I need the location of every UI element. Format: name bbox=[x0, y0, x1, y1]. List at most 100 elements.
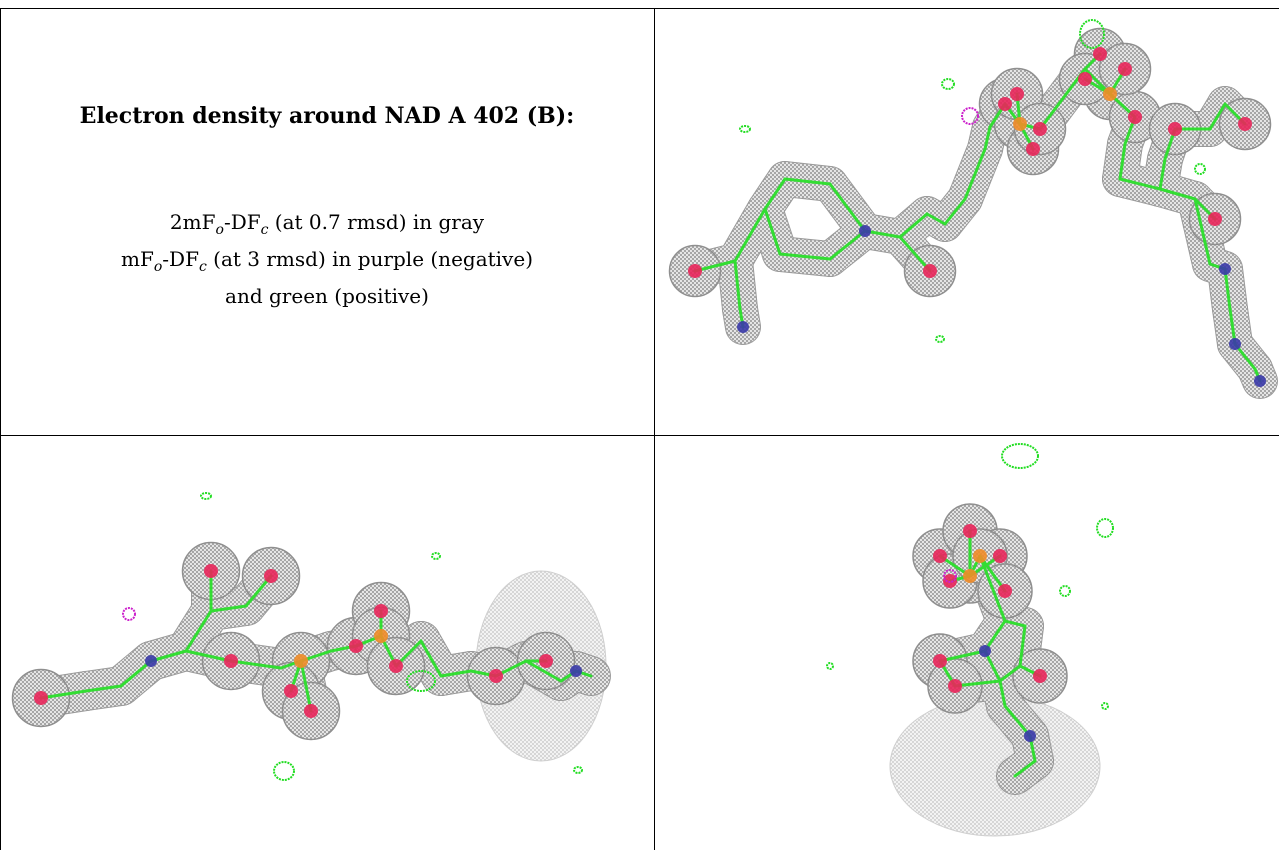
caption-cell: Electron density around NAD A 402 (B): 2… bbox=[0, 8, 654, 435]
oxygen-atom bbox=[998, 97, 1012, 111]
carbon-bond bbox=[963, 147, 987, 201]
positive-difference-density bbox=[200, 492, 212, 500]
density-view-bottom-left bbox=[1, 436, 654, 850]
phosphorus-atom bbox=[374, 629, 388, 643]
carbon-bond bbox=[1208, 102, 1227, 131]
legend-sub: c bbox=[260, 222, 269, 238]
phosphorus-atom bbox=[1013, 117, 1027, 131]
carbon-bond bbox=[898, 235, 932, 273]
negative-difference-density bbox=[961, 107, 979, 125]
oxygen-atom bbox=[993, 549, 1007, 563]
legend-sub: c bbox=[198, 259, 207, 275]
density-view-bottom-right bbox=[655, 436, 1279, 850]
oxygen-atom bbox=[204, 564, 218, 578]
carbon-bond bbox=[1003, 704, 1032, 738]
nitrogen-atom bbox=[1219, 263, 1231, 275]
density-image-top-right bbox=[668, 19, 1278, 399]
legend-sub: o bbox=[153, 259, 163, 275]
positive-difference-density bbox=[406, 670, 436, 692]
oxygen-atom bbox=[933, 549, 947, 563]
carbon-bond bbox=[978, 554, 1007, 593]
oxygen-atom bbox=[963, 524, 977, 538]
carbon-bond bbox=[733, 207, 767, 263]
positive-difference-density bbox=[1096, 518, 1114, 538]
border-middle-vertical bbox=[654, 8, 655, 850]
density-image-bottom-right bbox=[826, 443, 1114, 837]
oxygen-atom bbox=[1168, 122, 1182, 136]
oxygen-atom bbox=[1026, 142, 1040, 156]
legend-text: mF bbox=[121, 247, 154, 271]
oxygen-atom bbox=[688, 264, 702, 278]
oxygen-atom bbox=[304, 704, 318, 718]
carbon-bond bbox=[184, 649, 233, 663]
oxygen-atom bbox=[1078, 72, 1092, 86]
carbon-bond bbox=[184, 609, 213, 653]
legend-line-purple: mFo-DFc (at 3 rmsd) in purple (negative) bbox=[0, 245, 654, 282]
phosphorus-atom bbox=[963, 569, 977, 583]
carbon-bond bbox=[1038, 67, 1087, 131]
carbon-bond bbox=[1158, 187, 1197, 201]
carbon-bond bbox=[998, 679, 1007, 708]
carbon-bond bbox=[524, 659, 563, 683]
positive-difference-density bbox=[1101, 702, 1109, 710]
legend-line-gray: 2mFo-DFc (at 0.7 rmsd) in gray bbox=[0, 208, 654, 245]
carbon-bond bbox=[1013, 759, 1037, 778]
positive-difference-density bbox=[739, 125, 751, 133]
oxygen-atom bbox=[389, 659, 403, 673]
carbon-bond bbox=[938, 649, 987, 663]
positive-difference-density bbox=[1001, 443, 1039, 469]
phosphorus-atom bbox=[1103, 87, 1117, 101]
legend-text: -DF bbox=[223, 210, 261, 234]
oxygen-atom bbox=[374, 604, 388, 618]
density-view-top-right bbox=[655, 9, 1279, 435]
carbon-bond bbox=[1018, 624, 1027, 668]
carbon-bond bbox=[925, 212, 947, 226]
phosphorus-atom bbox=[973, 549, 987, 563]
positive-difference-density bbox=[1079, 19, 1105, 49]
nitrogen-atom bbox=[737, 321, 749, 333]
positive-difference-density bbox=[941, 78, 955, 90]
carbon-bond bbox=[439, 669, 473, 678]
oxygen-atom bbox=[933, 654, 947, 668]
carbon-bond bbox=[783, 177, 832, 186]
positive-difference-density bbox=[273, 761, 295, 781]
nitrogen-atom bbox=[859, 225, 871, 237]
oxygen-atom bbox=[539, 654, 553, 668]
caption-title: Electron density around NAD A 402 (B): bbox=[79, 103, 575, 129]
carbon-bond bbox=[778, 252, 832, 261]
carbon-bond bbox=[39, 689, 88, 700]
carbon-bond bbox=[998, 664, 1022, 683]
negative-difference-density bbox=[943, 569, 957, 583]
legend-line-green: and green (positive) bbox=[225, 284, 429, 308]
carbon-bond bbox=[1118, 177, 1162, 191]
oxygen-atom bbox=[1033, 669, 1047, 683]
border-middle-horizontal bbox=[0, 435, 1279, 436]
carbon-bond bbox=[898, 212, 929, 239]
oxygen-atom bbox=[1033, 122, 1047, 136]
oxygen-atom bbox=[264, 569, 278, 583]
carbon-bond bbox=[733, 259, 742, 311]
carbon-bond bbox=[828, 229, 867, 261]
oxygen-atom bbox=[489, 669, 503, 683]
carbon-bond bbox=[763, 177, 787, 211]
legend-text: (at 3 rmsd) in purple (negative) bbox=[206, 247, 533, 271]
nitrogen-atom bbox=[145, 655, 157, 667]
oxygen-atom bbox=[1093, 47, 1107, 61]
legend-text: (at 0.7 rmsd) in gray bbox=[268, 210, 485, 234]
oxygen-atom bbox=[948, 679, 962, 693]
carbon-bond bbox=[1223, 267, 1232, 311]
oxygen-atom bbox=[349, 639, 363, 653]
density-image-bottom-left bbox=[11, 492, 611, 781]
positive-difference-density bbox=[1059, 585, 1071, 597]
carbon-bond bbox=[299, 659, 313, 713]
carbon-bond bbox=[419, 639, 443, 678]
border-top bbox=[0, 8, 1279, 9]
nitrogen-atom bbox=[979, 645, 991, 657]
carbon-bond bbox=[1193, 197, 1212, 266]
oxygen-atom bbox=[1010, 87, 1024, 101]
nitrogen-atom bbox=[1254, 375, 1266, 387]
carbon-bond bbox=[983, 125, 992, 151]
legend-text: 2mF bbox=[169, 210, 216, 234]
carbon-bond bbox=[828, 182, 867, 233]
carbon-bond bbox=[983, 619, 1007, 653]
